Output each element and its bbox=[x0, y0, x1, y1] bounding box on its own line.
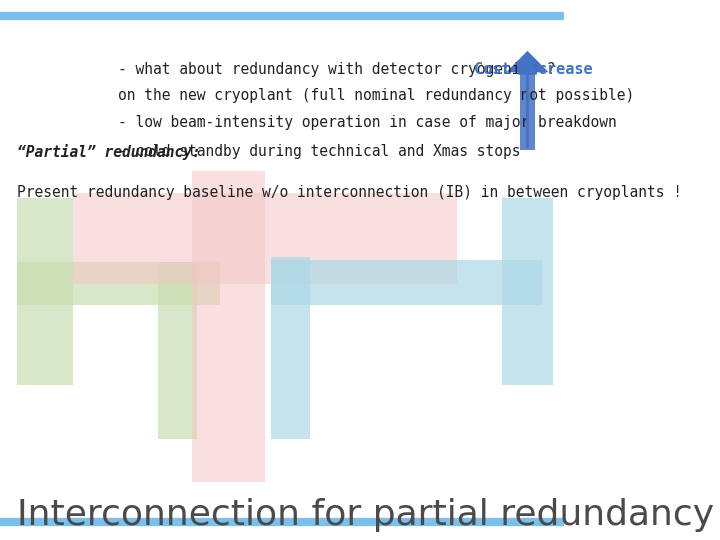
FancyBboxPatch shape bbox=[192, 171, 265, 482]
FancyBboxPatch shape bbox=[521, 72, 534, 150]
Text: Cost increase: Cost increase bbox=[474, 62, 593, 77]
Text: - cold standby during technical and Xmas stops: - cold standby during technical and Xmas… bbox=[119, 145, 521, 159]
FancyBboxPatch shape bbox=[17, 262, 220, 305]
FancyBboxPatch shape bbox=[73, 193, 457, 284]
FancyBboxPatch shape bbox=[271, 260, 541, 305]
Text: - what about redundancy with detector cryogenics ?: - what about redundancy with detector cr… bbox=[119, 62, 556, 77]
FancyBboxPatch shape bbox=[502, 198, 553, 385]
Text: on the new cryoplant (full nominal redundancy not possible): on the new cryoplant (full nominal redun… bbox=[119, 89, 635, 103]
FancyBboxPatch shape bbox=[17, 198, 73, 385]
Text: Present redundancy baseline w/o interconnection (IB) in between cryoplants !: Present redundancy baseline w/o intercon… bbox=[17, 185, 682, 200]
FancyBboxPatch shape bbox=[158, 262, 197, 439]
Text: “Partial” redundancy:: “Partial” redundancy: bbox=[17, 145, 201, 160]
FancyBboxPatch shape bbox=[271, 257, 310, 439]
Text: Interconnection for partial redundancy: Interconnection for partial redundancy bbox=[17, 498, 714, 532]
Polygon shape bbox=[506, 51, 549, 72]
Text: - low beam-intensity operation in case of major breakdown: - low beam-intensity operation in case o… bbox=[119, 115, 617, 130]
